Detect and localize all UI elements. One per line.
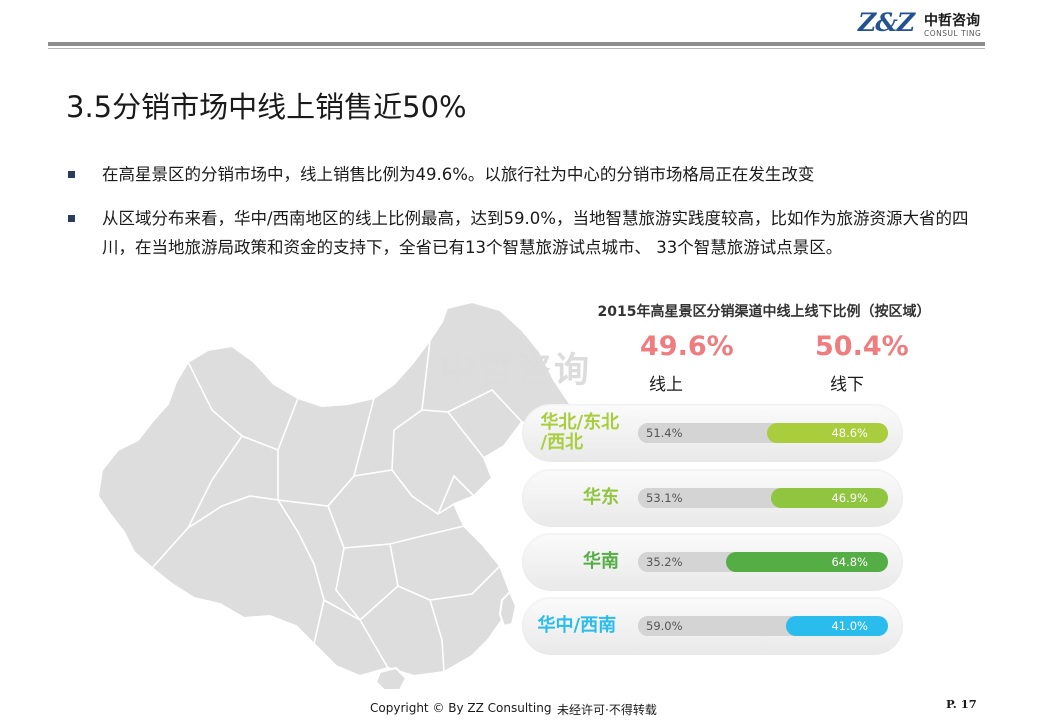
province-borders — [151, 339, 523, 673]
stacked-bar: 35.2% 64.8% — [638, 552, 888, 572]
region-label: 华中/西南 — [538, 616, 617, 636]
province-border — [359, 585, 399, 621]
region-label-line: 华东 — [583, 487, 619, 508]
bar-segment-offline — [770, 488, 888, 508]
hainan-island — [374, 666, 408, 691]
bullet-text: 从区域分布来看，华中/西南地区的线上比例最高，达到59.0%，当地智慧旅游实践度… — [102, 209, 969, 257]
bullet-item: 在高星景区的分销市场中，线上销售比例为49.6%。以旅行社为中心的分销市场格局正… — [66, 160, 996, 189]
china-map-outline — [97, 301, 571, 677]
watermark: 中哲咨询 — [440, 351, 593, 391]
stacked-bar: 53.1% 46.9% — [638, 488, 888, 508]
header-rule-thick — [48, 42, 985, 46]
page-title: 3.5分销市场中线上销售近50% — [66, 90, 467, 124]
bar-value-offline: 46.9% — [831, 491, 868, 505]
total-offline-label: 线下 — [830, 375, 864, 395]
province-border — [429, 599, 445, 673]
province-border — [323, 599, 361, 621]
header-rule-thin — [48, 48, 985, 49]
footer-notice: 未经许可·不得转载 — [557, 703, 657, 717]
total-offline-value: 50.4% — [815, 331, 909, 362]
region-label-line: 华中/西南 — [537, 615, 617, 636]
stacked-bar: 59.0% 41.0% — [638, 616, 888, 636]
province-border — [437, 474, 475, 515]
region-label: 华南 — [583, 552, 619, 572]
bar-value-online: 51.4% — [646, 426, 683, 440]
bar-segment-online — [638, 552, 726, 572]
bullet-square-icon — [68, 171, 75, 178]
province-border — [151, 495, 279, 569]
bar-value-offline: 41.0% — [831, 619, 868, 633]
bar-value-online: 35.2% — [646, 555, 683, 569]
bar-value-offline: 48.6% — [831, 426, 868, 440]
region-label-line: /西北 — [540, 432, 584, 453]
bar-segment-online — [638, 488, 771, 508]
bar-value-offline: 64.8% — [831, 555, 868, 569]
province-border — [353, 469, 455, 515]
bar-segment-offline — [766, 423, 888, 443]
footer-copyright: Copyright © By ZZ Consulting — [370, 701, 552, 715]
chart-title: 2015年高星景区分销渠道中线上线下比例（按区域） — [597, 304, 931, 320]
page-number: P. 17 — [946, 697, 977, 711]
bar-value-online: 53.1% — [646, 491, 683, 505]
province-border — [327, 505, 389, 669]
bar-segment-online — [638, 616, 786, 636]
bar-value-online: 59.0% — [646, 619, 683, 633]
region-label: 华东 — [583, 488, 619, 508]
bullet-square-icon — [68, 215, 75, 222]
region-label: 华北/东北/西北 — [541, 413, 620, 453]
logo-mark: Z&Z — [858, 8, 915, 37]
bar-segment-online — [638, 423, 767, 443]
stacked-bar: 51.4% 48.6% — [638, 423, 888, 443]
bar-segment-offline — [726, 552, 888, 572]
taiwan-island — [498, 590, 518, 628]
province-border — [421, 339, 431, 411]
bullet-text: 在高星景区的分销市场中，线上销售比例为49.6%。以旅行社为中心的分销市场格局正… — [102, 165, 815, 184]
province-border — [187, 435, 243, 529]
province-border — [343, 525, 465, 549]
bullet-list: 在高星景区的分销市场中，线上销售比例为49.6%。以旅行社为中心的分销市场格局正… — [66, 160, 996, 277]
china-map-illustration — [97, 301, 571, 691]
bar-segment-offline — [785, 616, 888, 636]
total-online-value: 49.6% — [640, 331, 734, 362]
province-border — [447, 389, 523, 423]
logo-name-cn: 中哲咨询 — [924, 13, 980, 29]
region-label-line: 华南 — [583, 551, 619, 572]
company-logo: Z&Z 中哲咨询 CONSUL TING — [858, 6, 988, 40]
bullet-item: 从区域分布来看，华中/西南地区的线上比例最高，达到59.0%，当地智慧旅游实践度… — [66, 204, 996, 262]
logo-name-en: CONSUL TING — [924, 29, 982, 38]
region-label-line: 华北/东北 — [540, 412, 620, 433]
province-border — [277, 499, 325, 645]
total-online-label: 线上 — [649, 375, 683, 395]
